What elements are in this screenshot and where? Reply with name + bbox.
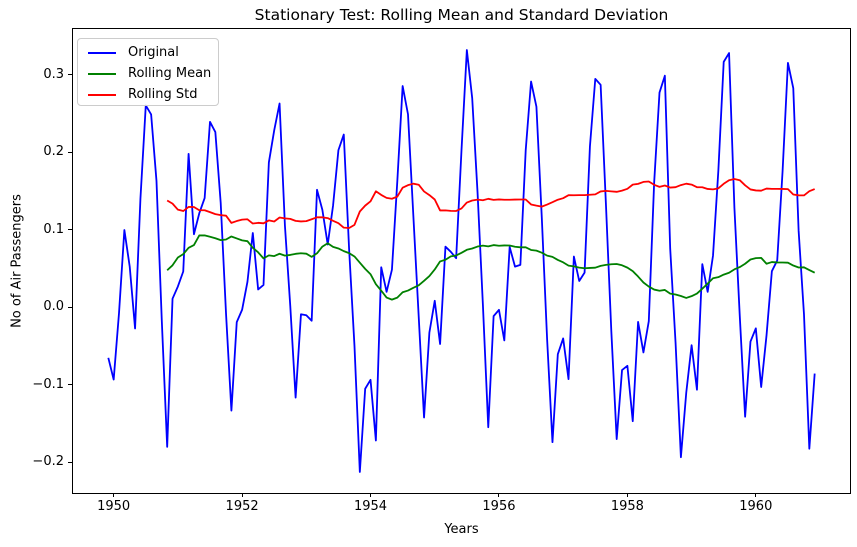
x-tick-label: 1956 (482, 499, 516, 514)
x-tick-mark (370, 493, 372, 497)
y-tick-label: −0.1 (32, 376, 64, 392)
x-tick-label: 1960 (739, 499, 773, 514)
legend-line-sample-original (88, 51, 116, 54)
x-tick-mark (498, 493, 500, 497)
y-tick-mark (68, 151, 72, 153)
y-tick-mark (68, 384, 72, 386)
x-tick-mark (113, 493, 115, 497)
series-line-original (107, 49, 816, 473)
legend-box: Original Rolling Mean Rolling Std (77, 38, 219, 106)
x-tick-label: 1954 (353, 499, 388, 514)
series-line-rolling-mean (166, 234, 816, 301)
legend-entry-rolling-mean: Rolling Mean (88, 63, 218, 84)
y-tick-mark (68, 306, 72, 308)
series-lines (107, 49, 816, 473)
y-tick-label: 0.3 (43, 66, 64, 82)
y-tick-label: −0.2 (32, 454, 64, 470)
y-tick-label: 0.1 (43, 221, 64, 237)
y-tick-mark (68, 74, 72, 76)
legend-line-sample-rolling-mean (88, 72, 116, 75)
x-tick-label: 1950 (97, 499, 131, 514)
x-tick-label: 1952 (225, 499, 259, 514)
series-line-rolling-std (166, 178, 816, 229)
chart-title: Stationary Test: Rolling Mean and Standa… (254, 6, 669, 24)
legend-label: Rolling Mean (128, 66, 212, 81)
legend-entry-original: Original (88, 42, 218, 63)
plot-area: Original Rolling Mean Rolling Std (72, 28, 851, 494)
x-tick-mark (241, 493, 243, 497)
x-tick-mark (626, 493, 628, 497)
x-axis-label: Years (444, 522, 479, 537)
x-tick-label: 1958 (610, 499, 644, 514)
y-tick-mark (68, 229, 72, 231)
legend-entry-rolling-std: Rolling Std (88, 84, 218, 105)
legend-label: Original (128, 45, 179, 60)
x-tick-mark (755, 493, 757, 497)
y-tick-mark (68, 461, 72, 463)
legend-line-sample-rolling-std (88, 93, 116, 96)
y-tick-label: 0.0 (43, 299, 64, 315)
y-tick-label: 0.2 (43, 144, 64, 160)
legend-label: Rolling Std (128, 87, 198, 102)
